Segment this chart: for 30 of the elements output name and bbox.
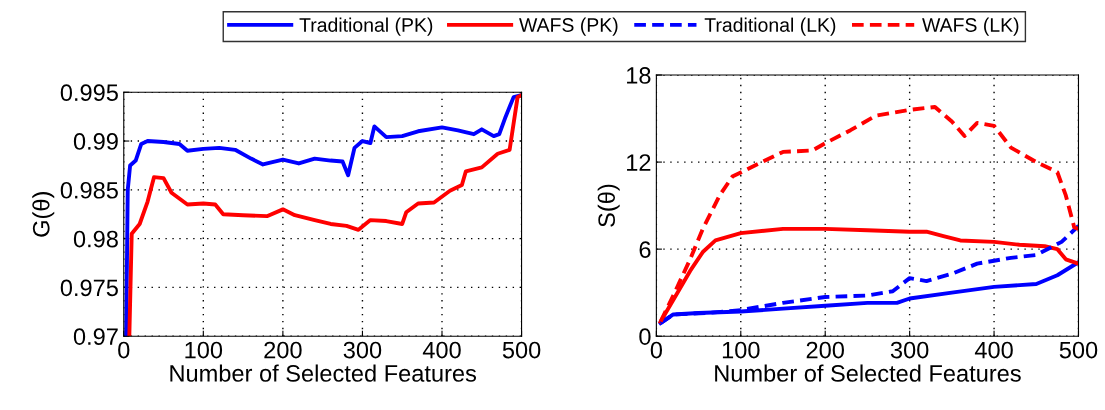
legend-label: WAFS (PK) (519, 17, 618, 36)
x-tick-label: 0 (118, 341, 130, 359)
legend-label: WAFS (LK) (922, 17, 1019, 36)
y-axis-title: G(θ) (32, 192, 55, 237)
y-axis-title: S(θ) (597, 184, 620, 227)
y-tick-label: 12 (627, 154, 651, 171)
x-tick-label: 200 (806, 341, 844, 359)
x-tick-label: 300 (890, 341, 929, 359)
x-tick-label: 0 (650, 341, 663, 359)
y-tick-label: 18 (627, 67, 651, 84)
x-tick-label: 100 (185, 341, 223, 359)
y-tick-label: 0.975 (60, 279, 118, 297)
y-tick-label: 0.995 (60, 84, 118, 102)
x-tick-label: 300 (343, 341, 382, 359)
legend-label: Traditional (LK) (704, 17, 836, 36)
x-tick-label: 400 (422, 341, 461, 359)
y-tick-label: 0.98 (73, 230, 118, 248)
x-tick-label: 500 (502, 341, 541, 359)
x-axis-title: Number of Selected Features (170, 364, 477, 382)
y-tick-label: 0.97 (73, 328, 118, 345)
x-axis-title: Number of Selected Features (715, 364, 1021, 382)
y-tick-label: 0 (639, 328, 651, 345)
x-tick-label: 200 (264, 341, 302, 359)
x-tick-label: 400 (974, 341, 1013, 359)
legend-label: Traditional (PK) (299, 17, 433, 36)
x-tick-label: 100 (722, 341, 760, 359)
y-tick-label: 6 (639, 241, 651, 258)
x-tick-label: 500 (1059, 341, 1098, 359)
y-tick-label: 0.99 (73, 133, 118, 150)
y-tick-label: 0.985 (60, 181, 118, 199)
